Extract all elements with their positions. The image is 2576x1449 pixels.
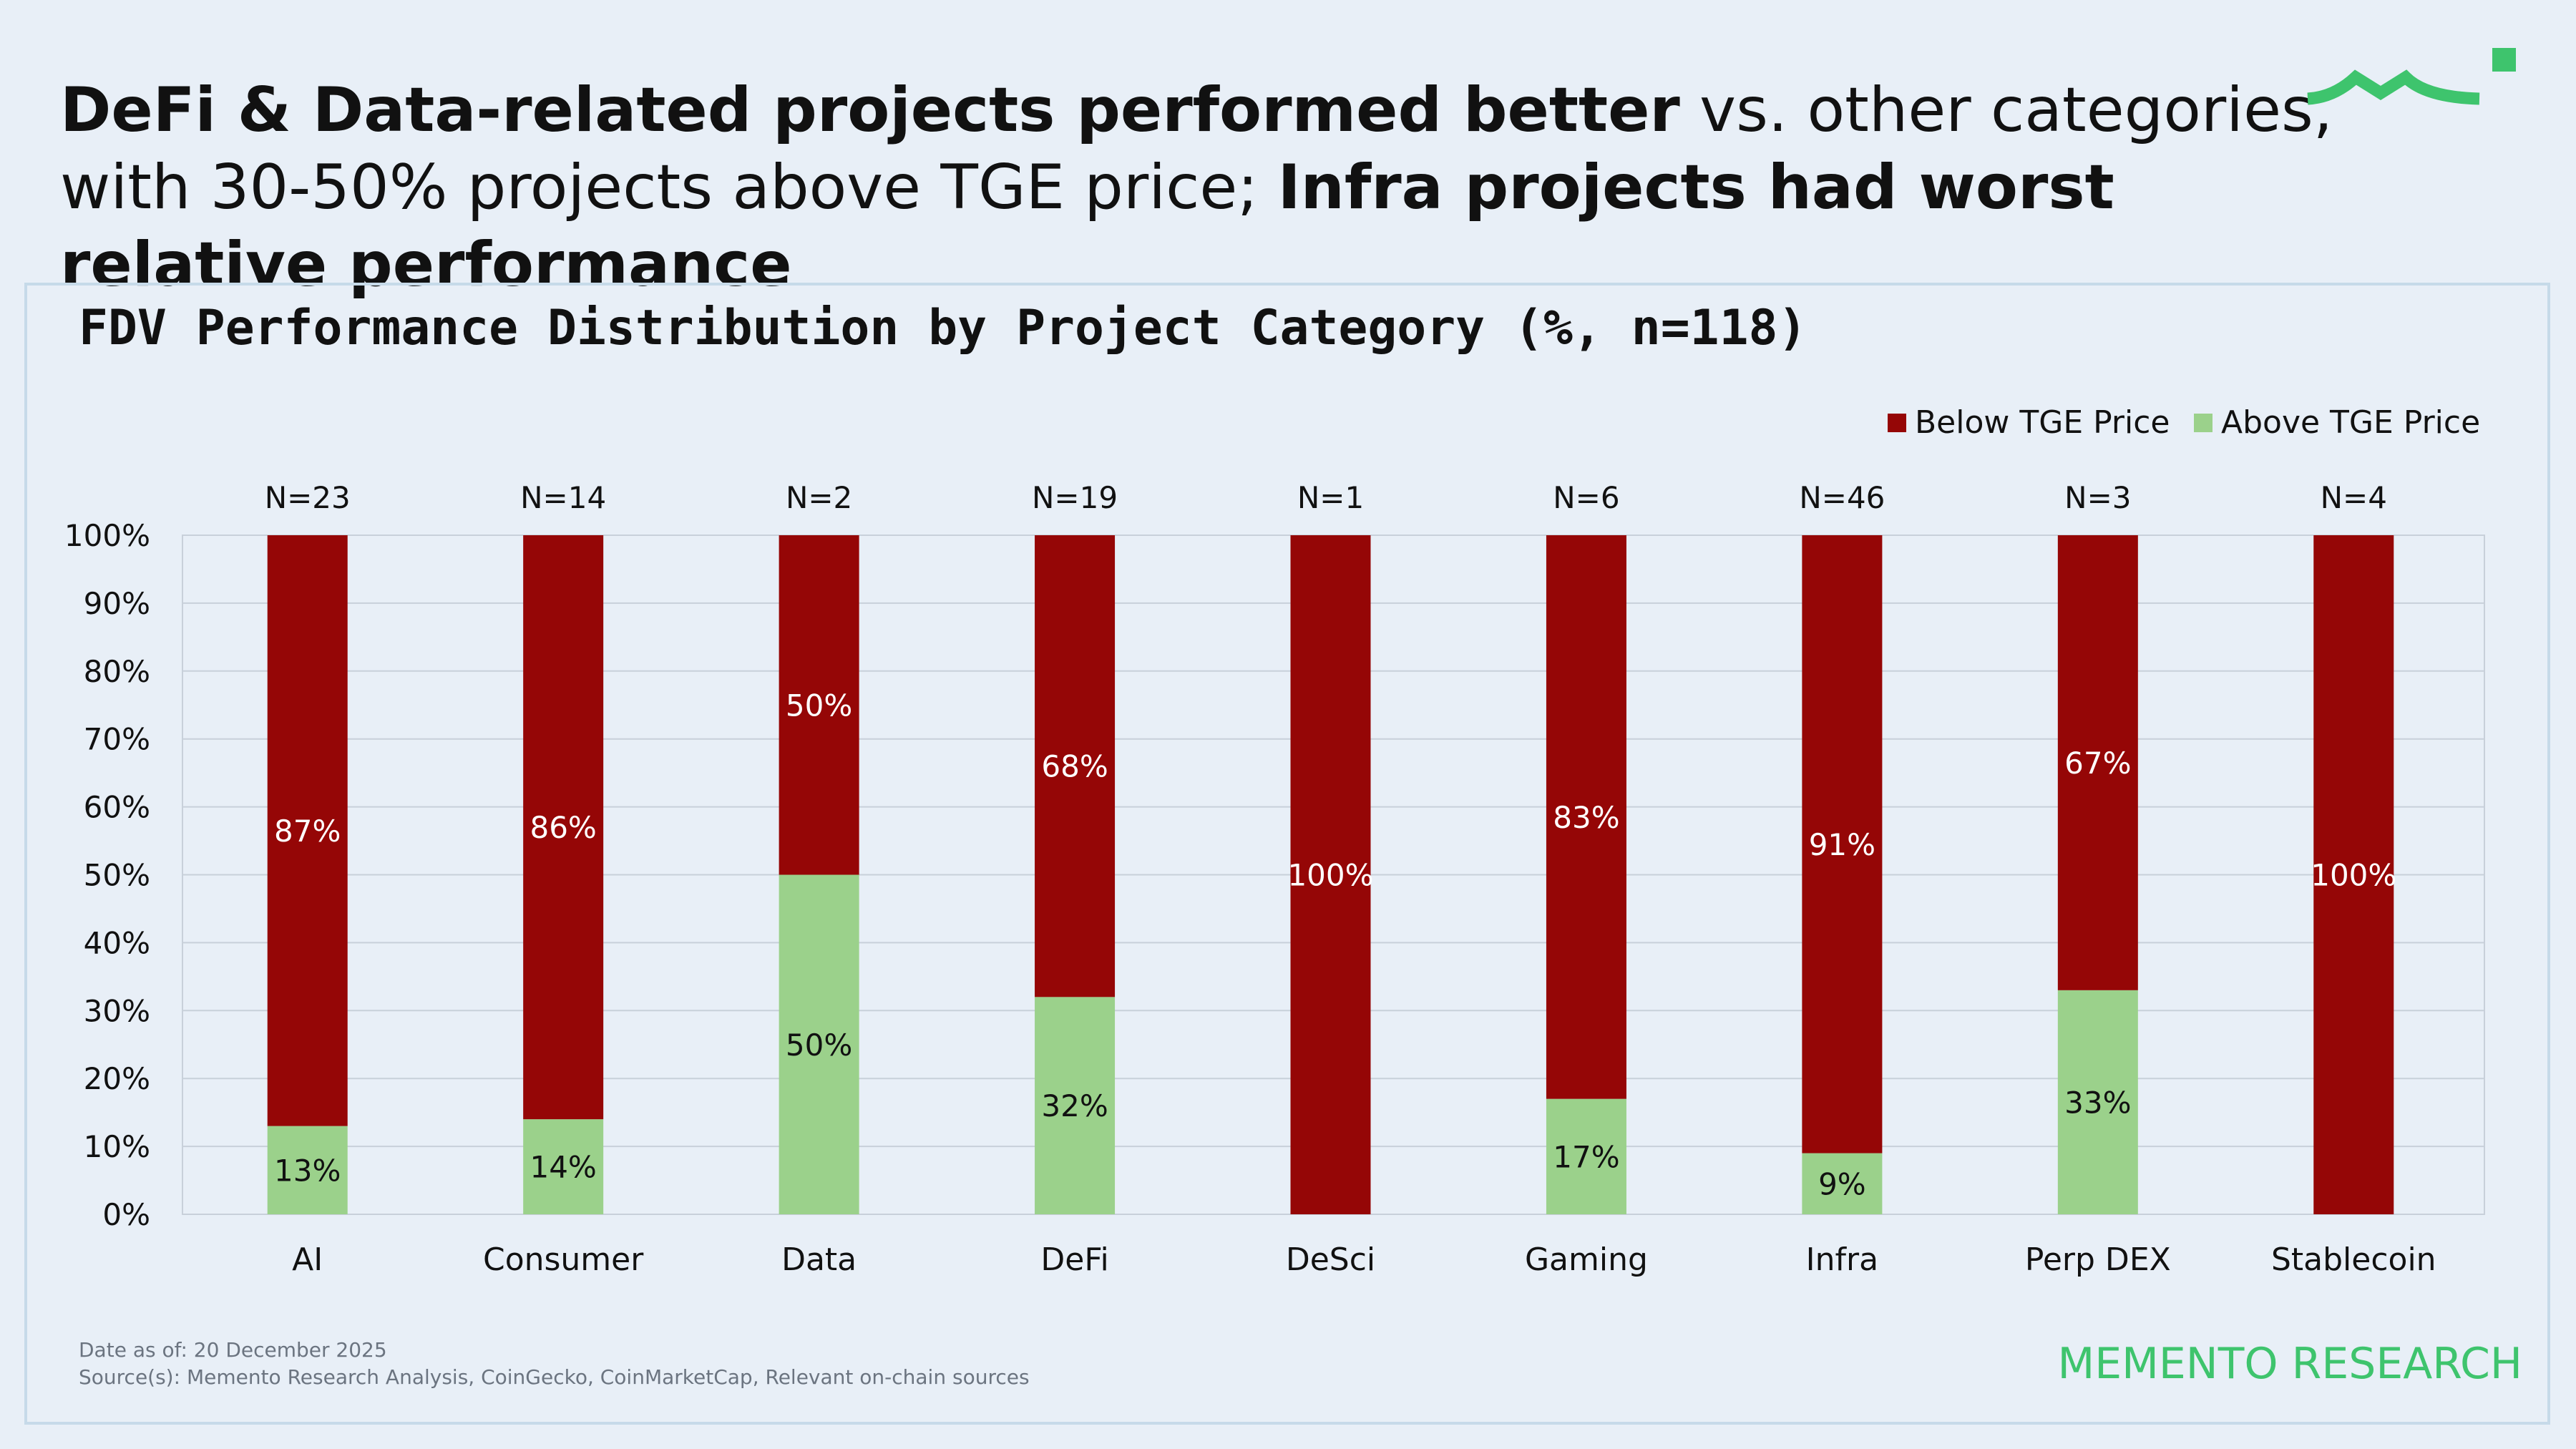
x-tick-label: Consumer (483, 1241, 644, 1278)
count-label: N=1 (1297, 480, 1364, 515)
y-tick-label: 20% (84, 1061, 150, 1096)
bar-below-DeSci (1290, 535, 1371, 1214)
bar-below-Stablecoin (2313, 535, 2394, 1214)
bar-above-Perp DEX (2057, 990, 2138, 1214)
data-label-below: 100% (1287, 858, 1373, 893)
headline-text: vs. other categories, with 30-50% projec… (60, 74, 2333, 223)
brand-logo-icon (2307, 48, 2516, 105)
bar-below-Perp DEX (2057, 535, 2138, 990)
data-label-above: 9% (1818, 1166, 1866, 1201)
data-label-below: 67% (2064, 746, 2131, 781)
y-tick-label: 80% (84, 654, 150, 689)
y-tick-label: 50% (84, 858, 150, 893)
bar-above-Data (779, 874, 859, 1214)
y-tick-label: 0% (102, 1197, 150, 1232)
data-label-below: 50% (786, 688, 852, 723)
y-tick-label: 60% (84, 790, 150, 825)
legend-swatch (1888, 414, 1906, 432)
data-label-below: 86% (530, 810, 596, 845)
y-tick-label: 100% (64, 518, 150, 553)
count-label: N=2 (786, 480, 852, 515)
chart-panel (24, 283, 2550, 1425)
count-label: N=23 (265, 480, 351, 515)
x-tick-label: Data (781, 1241, 857, 1278)
bar-above-AI (267, 1126, 348, 1214)
data-label-above: 33% (2064, 1085, 2131, 1120)
footer-sources: Source(s): Memento Research Analysis, Co… (79, 1365, 1030, 1389)
footer-date: Date as of: 20 December 2025 (79, 1338, 387, 1362)
legend-label: Above TGE Price (2221, 404, 2480, 441)
y-tick-label: 30% (84, 993, 150, 1028)
data-label-below: 83% (1553, 800, 1619, 835)
y-tick-label: 40% (84, 925, 150, 960)
bar-above-Gaming (1546, 1098, 1626, 1214)
headline-bold-2: Infra projects had worst relative perfor… (60, 152, 2114, 301)
x-tick-label: Gaming (1525, 1241, 1648, 1278)
headline: DeFi & Data-related projects performed b… (60, 72, 2350, 303)
chart-title: FDV Performance Distribution by Project … (79, 300, 1807, 356)
x-tick-label: Perp DEX (2025, 1241, 2171, 1278)
bar-below-Gaming (1546, 535, 1626, 1099)
x-tick-label: DeSci (1286, 1241, 1375, 1278)
y-tick-label: 70% (84, 722, 150, 757)
legend-label: Below TGE Price (1915, 404, 2170, 441)
data-label-above: 17% (1553, 1139, 1619, 1174)
x-tick-label: DeFi (1040, 1241, 1108, 1278)
headline-bold-1: DeFi & Data-related projects performed b… (60, 74, 1680, 146)
bar-below-Infra (1802, 535, 1883, 1153)
bar-below-AI (267, 535, 348, 1126)
count-label: N=14 (520, 480, 606, 515)
data-label-above: 14% (530, 1150, 596, 1185)
count-label: N=3 (2064, 480, 2131, 515)
brand-name: MEMENTO RESEARCH (2057, 1339, 2522, 1389)
x-tick-label: Stablecoin (2271, 1241, 2436, 1278)
count-label: N=6 (1553, 480, 1619, 515)
bar-below-DeFi (1035, 535, 1116, 997)
bar-above-DeFi (1035, 997, 1116, 1214)
y-tick-label: 10% (84, 1129, 150, 1164)
data-label-below: 87% (274, 814, 341, 849)
bar-above-Infra (1802, 1153, 1883, 1214)
count-label: N=19 (1032, 480, 1118, 515)
data-label-below: 91% (1809, 827, 1875, 862)
data-label-above: 50% (786, 1028, 852, 1063)
x-tick-label: AI (292, 1241, 323, 1278)
bar-below-Data (779, 535, 859, 875)
data-label-above: 13% (274, 1153, 341, 1188)
data-label-below: 100% (2311, 858, 2396, 893)
count-label: N=4 (2321, 480, 2387, 515)
x-tick-label: Infra (1806, 1241, 1878, 1278)
bar-below-Consumer (523, 535, 604, 1120)
legend-swatch (2194, 414, 2212, 432)
data-label-above: 32% (1041, 1088, 1108, 1123)
count-label: N=46 (1799, 480, 1885, 515)
data-label-below: 68% (1041, 749, 1108, 784)
y-tick-label: 90% (84, 586, 150, 621)
bar-above-Consumer (523, 1119, 604, 1214)
